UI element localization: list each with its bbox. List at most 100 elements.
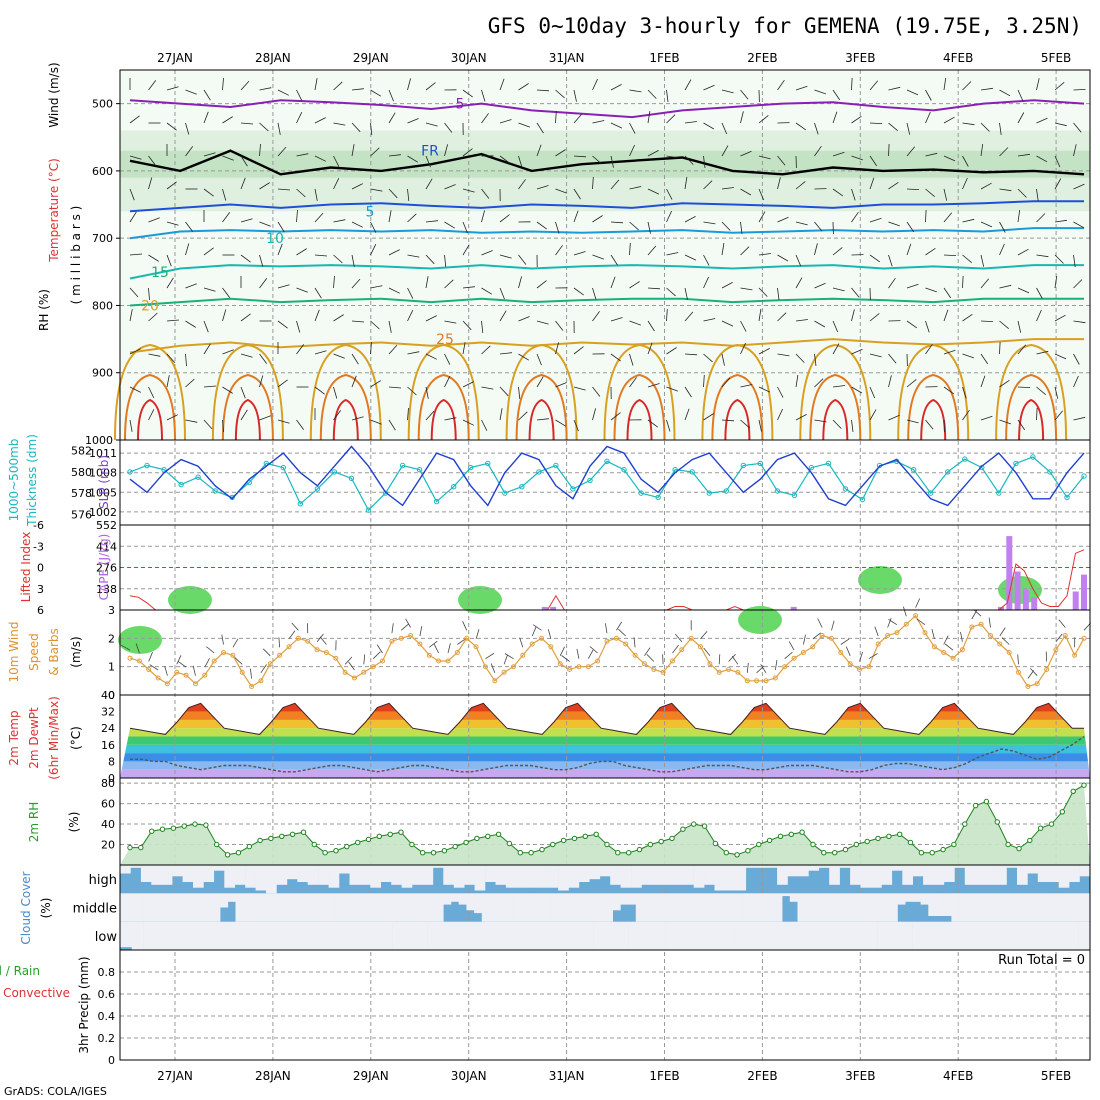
- cloud-clear-low: [593, 921, 606, 950]
- isotherm-lobe-35: [137, 398, 163, 441]
- wind-barb: [592, 254, 604, 260]
- isotherm-lobe-25: [995, 343, 1068, 441]
- wind-barb: [481, 345, 491, 355]
- wind-barb-10m: [372, 651, 381, 659]
- wind-barb: [277, 221, 285, 233]
- cloud-clear-middle: [828, 893, 837, 922]
- cloud-clear-low: [262, 921, 275, 950]
- rh-saturated-patch: [458, 586, 502, 614]
- wind-barb: [388, 320, 392, 333]
- thickness-point: [382, 490, 389, 496]
- wind-barb: [906, 146, 916, 157]
- thickness-point: [945, 469, 951, 475]
- wind-barb: [296, 89, 303, 101]
- run-total-label: Run Total = 0: [998, 953, 1085, 968]
- wind-speed-point: [978, 621, 984, 627]
- wind-barb: [148, 409, 155, 421]
- wind-barb: [869, 155, 878, 167]
- cloud-clear-high: [839, 865, 851, 868]
- wind-barb: [240, 353, 253, 358]
- wind-barb: [610, 84, 622, 91]
- cloud-clear-high: [276, 865, 288, 885]
- wind-barb: [573, 210, 579, 223]
- wind-barb: [296, 112, 303, 124]
- slp-tick-label: 1011: [89, 447, 117, 460]
- wind-barb: [684, 254, 697, 261]
- wind-barb: [259, 254, 264, 267]
- wind-barb: [666, 419, 671, 432]
- wind-barb: [1054, 254, 1064, 264]
- wind-barb: [481, 386, 494, 390]
- cloud-clear-middle: [389, 893, 398, 922]
- cloud-clear-middle: [351, 893, 359, 922]
- cloud-clear-middle: [374, 893, 382, 922]
- cloud-clear-middle: [812, 893, 821, 922]
- slp-label: SLP (mb): [97, 455, 111, 509]
- cloud-clear-middle: [528, 893, 536, 922]
- isotherm-lobe-30: [613, 373, 666, 441]
- cloud-clear-middle: [358, 893, 367, 922]
- cloud-clear-high: [902, 865, 913, 885]
- wind-barb: [1054, 410, 1064, 421]
- wind-barb: [573, 251, 586, 256]
- cloud-clear-middle: [836, 893, 844, 922]
- wind-barb: [943, 116, 955, 124]
- wind-barb: [222, 386, 233, 394]
- rh-point: [940, 846, 946, 853]
- wind-barb: [758, 188, 765, 201]
- rh-point: [1016, 845, 1022, 852]
- isotherm-lobe-25: [114, 343, 186, 441]
- wind-barb: [629, 186, 642, 190]
- wind-speed-point: [782, 664, 788, 670]
- isotherm-line: [129, 227, 1084, 240]
- wind-barb: [148, 217, 160, 223]
- wind-tick-label: 2: [108, 632, 115, 645]
- cloud-clear-middle: [889, 893, 898, 922]
- wind-barb: [277, 320, 288, 329]
- wind-barb: [795, 319, 808, 322]
- wind-barb: [703, 276, 709, 289]
- wind-barb: [740, 221, 743, 234]
- wind-barb: [980, 144, 984, 157]
- thickness-tick-label: 578: [71, 487, 92, 500]
- temp-band: [120, 761, 1090, 770]
- cloud-clear-middle: [551, 893, 560, 922]
- cloud-clear-low: [711, 921, 724, 950]
- wind-barb: [129, 419, 133, 432]
- wind-barb: [629, 320, 641, 326]
- cloud-clear-middle: [743, 893, 752, 922]
- cloud-clear-high: [151, 865, 162, 885]
- precip-tick-label: 0: [108, 1054, 115, 1067]
- wind-speed-point: [511, 664, 516, 670]
- wind-speed-point: [492, 678, 498, 684]
- wind-speed-point: [763, 678, 769, 684]
- wind-barb-10m: [587, 649, 594, 659]
- wind-barb: [1073, 144, 1077, 157]
- wind-barb: [407, 155, 419, 163]
- wind-barb: [351, 183, 363, 190]
- wind-speed-point: [716, 669, 722, 675]
- wind-speed-point: [660, 669, 666, 675]
- cloud-clear-high: [891, 865, 903, 871]
- wind-barb: [740, 188, 752, 196]
- rh-point: [669, 835, 675, 842]
- cloud-clear-middle: [1028, 893, 1037, 922]
- wind-speed-point: [398, 635, 404, 641]
- cloud-clear-middle: [543, 893, 552, 922]
- date-label-top: 5FEB: [1041, 51, 1071, 65]
- wind-barb: [1017, 287, 1030, 294]
- cloud-clear-low: [451, 921, 464, 950]
- wind-barb: [333, 254, 343, 264]
- wind-barb: [666, 155, 679, 159]
- cloud-clear-high: [380, 865, 392, 882]
- wind-barb: [943, 349, 956, 355]
- wind-speed-point: [417, 641, 423, 647]
- cloud-clear-high: [495, 865, 507, 885]
- wind-barb: [462, 419, 474, 426]
- wind-barb: [832, 89, 841, 101]
- wind-barb: [148, 386, 155, 398]
- wind-barb: [962, 81, 972, 91]
- wind-barb: [314, 212, 324, 223]
- thickness-point: [604, 458, 610, 464]
- wind-speed-point: [1062, 633, 1068, 638]
